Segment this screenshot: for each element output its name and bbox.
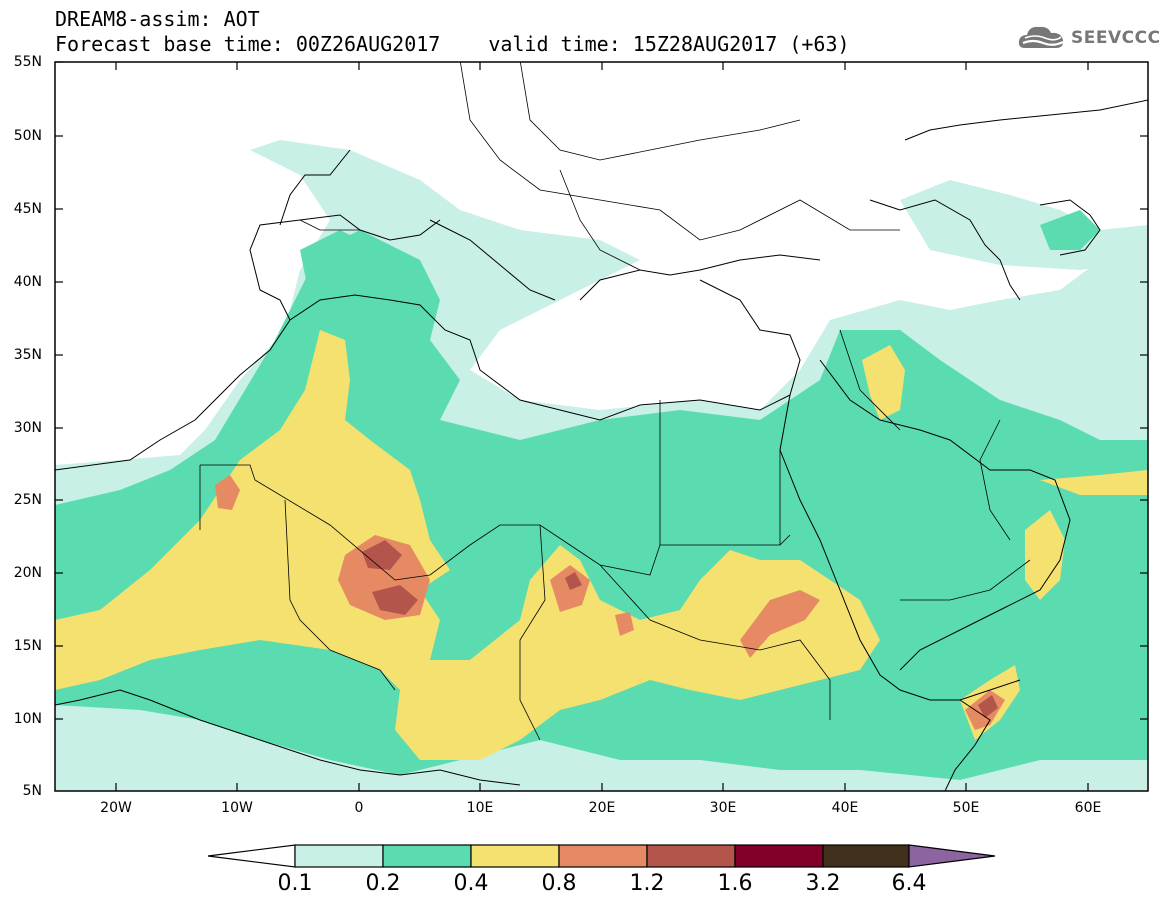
lat-label-35n: 35N	[13, 347, 42, 363]
lon-label-60e: 60E	[1074, 800, 1102, 816]
aot-band-0.2-iberia	[300, 230, 410, 320]
aot-band-0.8-mauritania	[215, 475, 240, 510]
aot-band-1.2-mali-b	[372, 585, 418, 615]
aot-band-0.4-arabiansea	[1040, 470, 1148, 495]
colorbar-swatch-0.1	[294, 844, 384, 868]
lon-label-20w: 20W	[100, 800, 132, 816]
coastlines	[55, 99, 1148, 791]
colorbar-label: 1.2	[629, 871, 665, 896]
lat-label-5n: 5N	[22, 783, 42, 799]
colorbar-label: 6.4	[891, 871, 927, 896]
lat-label-40n: 40N	[13, 274, 42, 290]
colorbar-label: 1.6	[717, 871, 753, 896]
lat-label-45n: 45N	[13, 201, 42, 217]
colorbar-label: 0.8	[541, 871, 577, 896]
lon-ticks	[115, 62, 1089, 791]
lon-label-30e: 30E	[709, 800, 737, 816]
aot-band-0.4	[55, 330, 880, 760]
aot-band-0.8-sudan	[740, 590, 820, 658]
base-time: Forecast base time: 00Z26AUG2017	[55, 32, 441, 56]
aot-band-0.1-caspian	[900, 180, 1148, 270]
seevccc-logo: SEEVCCC	[1017, 22, 1161, 54]
colorbar-swatch-3.2	[822, 844, 910, 868]
colorbar-label: 0.4	[453, 871, 489, 896]
cloud-icon	[1018, 26, 1064, 48]
colorbar	[207, 844, 996, 868]
lat-label-50n: 50N	[13, 128, 42, 144]
forecast-times: Forecast base time: 00Z26AUG2017 valid ti…	[55, 33, 850, 55]
colorbar-label: 0.1	[277, 871, 313, 896]
colorbar-label: 0.2	[365, 871, 401, 896]
colorbar-swatch-0.8	[558, 844, 648, 868]
map-title: DREAM8-assim: AOT	[55, 7, 260, 31]
lat-label-55n: 55N	[13, 54, 42, 70]
valid-time: valid time: 15Z28AUG2017 (+63)	[488, 32, 850, 56]
lat-label-25n: 25N	[13, 492, 42, 508]
lat-label-20n: 20N	[13, 565, 42, 581]
colorbar-swatch-1.2	[646, 844, 736, 868]
aot-band-1.2-chad	[565, 572, 582, 590]
lon-label-10w: 10W	[221, 800, 253, 816]
aot-contours	[55, 140, 1148, 791]
aot-band-0.4-oman	[1025, 510, 1065, 600]
lon-label-50e: 50E	[952, 800, 980, 816]
colorbar-arrow-high	[908, 844, 996, 868]
lat-label-10n: 10N	[13, 711, 42, 727]
colorbar-label: 3.2	[805, 871, 841, 896]
colorbar-swatch-1.6	[734, 844, 824, 868]
lon-label-0: 0	[354, 800, 364, 816]
colorbar-swatch-0.4	[470, 844, 560, 868]
lon-label-20e: 20E	[588, 800, 616, 816]
lon-label-10e: 10E	[466, 800, 494, 816]
lat-ticks	[55, 61, 1148, 720]
lon-label-40e: 40E	[831, 800, 859, 816]
colorbar-arrow-low	[207, 844, 296, 868]
aot-band-1.2-somalia	[978, 695, 998, 718]
lat-label-30n: 30N	[13, 420, 42, 436]
aot-band-0.8-chad-b	[615, 612, 634, 636]
colorbar-swatch-0.2	[382, 844, 472, 868]
aot-band-0.2-caspian	[1040, 210, 1100, 250]
logo-text: SEEVCCC	[1071, 28, 1161, 48]
aot-band-0.4-iraq	[862, 345, 905, 420]
lat-label-15n: 15N	[13, 638, 42, 654]
borders	[199, 62, 1031, 741]
aot-band-1.2-mali-a	[362, 540, 402, 570]
